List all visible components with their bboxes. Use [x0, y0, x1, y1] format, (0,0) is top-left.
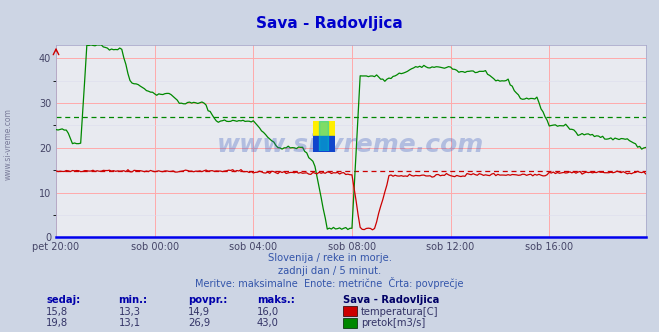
Text: 19,8: 19,8 — [46, 318, 69, 328]
Text: sedaj:: sedaj: — [46, 295, 80, 305]
Text: 43,0: 43,0 — [257, 318, 279, 328]
Text: pretok[m3/s]: pretok[m3/s] — [361, 318, 425, 328]
Text: www.si-vreme.com: www.si-vreme.com — [217, 133, 484, 157]
Text: 14,9: 14,9 — [188, 307, 210, 317]
Text: 16,0: 16,0 — [257, 307, 279, 317]
Text: maks.:: maks.: — [257, 295, 295, 305]
Text: Sava - Radovljica: Sava - Radovljica — [256, 16, 403, 31]
Text: Sava - Radovljica: Sava - Radovljica — [343, 295, 439, 305]
Text: 26,9: 26,9 — [188, 318, 210, 328]
Text: 15,8: 15,8 — [46, 307, 69, 317]
Text: zadnji dan / 5 minut.: zadnji dan / 5 minut. — [278, 266, 381, 276]
Text: min.:: min.: — [119, 295, 148, 305]
Text: Meritve: maksimalne  Enote: metrične  Črta: povprečje: Meritve: maksimalne Enote: metrične Črta… — [195, 277, 464, 289]
Text: Slovenija / reke in morje.: Slovenija / reke in morje. — [268, 253, 391, 263]
Text: www.si-vreme.com: www.si-vreme.com — [3, 109, 13, 180]
Text: temperatura[C]: temperatura[C] — [361, 307, 439, 317]
Text: 13,3: 13,3 — [119, 307, 140, 317]
Text: povpr.:: povpr.: — [188, 295, 227, 305]
Polygon shape — [320, 121, 328, 151]
Text: 13,1: 13,1 — [119, 318, 141, 328]
